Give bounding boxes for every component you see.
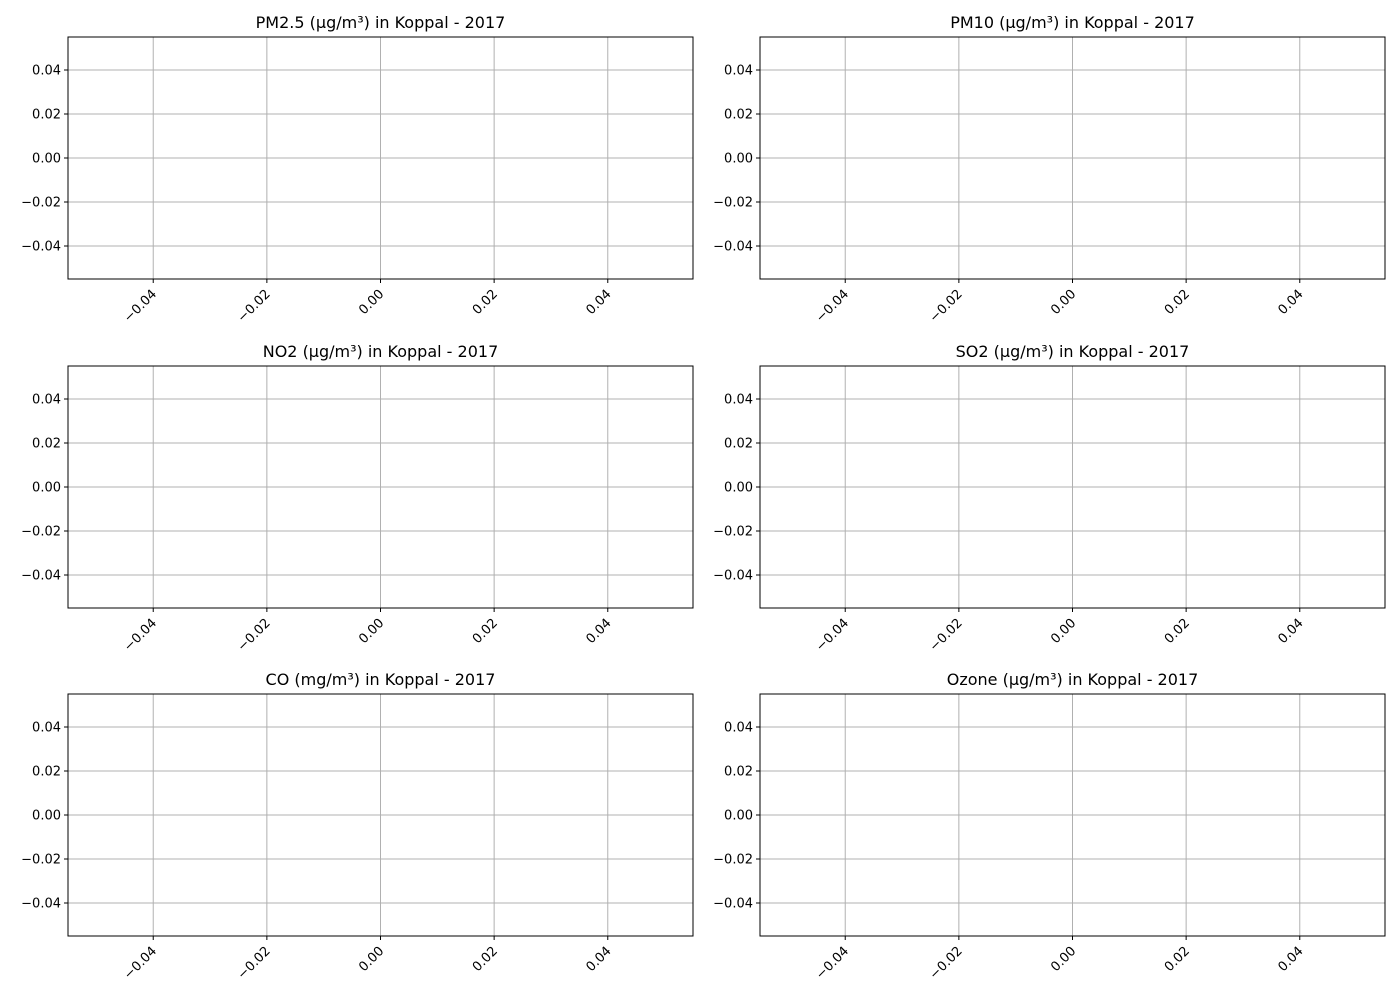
y-tick-label: −0.02: [21, 853, 61, 868]
subplot-title: Ozone (µg/m³) in Koppal - 2017: [947, 670, 1199, 689]
y-tick-label: −0.04: [713, 897, 753, 912]
y-tick-label: 0.00: [32, 481, 61, 496]
y-tick-label: 0.02: [32, 108, 61, 123]
subplot-title: PM2.5 (µg/m³) in Koppal - 2017: [256, 13, 506, 32]
y-tick-label: −0.02: [21, 525, 61, 540]
y-tick-label: 0.02: [724, 765, 753, 780]
y-tick-label: 0.04: [724, 721, 753, 736]
y-tick-label: −0.04: [21, 569, 61, 584]
y-tick-label: 0.04: [724, 64, 753, 79]
y-tick-label: −0.04: [713, 569, 753, 584]
plot-area-frame: [67, 365, 694, 609]
y-tick-label: 0.00: [32, 809, 61, 824]
subplot-title: NO2 (µg/m³) in Koppal - 2017: [263, 342, 499, 361]
plot-area-frame: [759, 365, 1386, 609]
y-tick-label: −0.02: [713, 525, 753, 540]
subplot-title: SO2 (µg/m³) in Koppal - 2017: [956, 342, 1190, 361]
y-tick-label: 0.04: [32, 64, 61, 79]
y-tick-label: 0.02: [724, 108, 753, 123]
y-tick-label: −0.04: [21, 240, 61, 255]
y-tick-label: 0.02: [32, 437, 61, 452]
y-tick-label: 0.00: [724, 809, 753, 824]
y-tick-label: −0.02: [713, 196, 753, 211]
y-tick-label: −0.02: [713, 853, 753, 868]
y-tick-label: 0.02: [724, 437, 753, 452]
plot-area-frame: [759, 693, 1386, 937]
subplot-title: CO (mg/m³) in Koppal - 2017: [266, 670, 496, 689]
subplot-title: PM10 (µg/m³) in Koppal - 2017: [950, 13, 1195, 32]
y-tick-label: 0.00: [32, 152, 61, 167]
y-tick-label: 0.04: [32, 721, 61, 736]
plot-area-frame: [67, 693, 694, 937]
y-tick-label: −0.02: [21, 196, 61, 211]
y-tick-label: 0.04: [724, 393, 753, 408]
y-tick-label: 0.00: [724, 152, 753, 167]
y-tick-label: 0.00: [724, 481, 753, 496]
y-tick-label: 0.04: [32, 393, 61, 408]
y-tick-label: 0.02: [32, 765, 61, 780]
plot-area-frame: [759, 36, 1386, 280]
y-tick-label: −0.04: [713, 240, 753, 255]
plot-area-frame: [67, 36, 694, 280]
y-tick-label: −0.04: [21, 897, 61, 912]
